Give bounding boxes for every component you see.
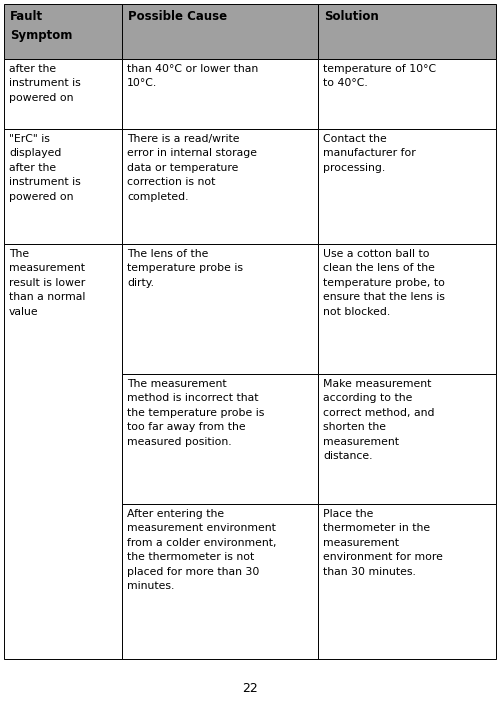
Bar bbox=[318, 244, 496, 374]
Text: Possible Cause: Possible Cause bbox=[128, 10, 227, 23]
Text: The
measurement
result is lower
than a normal
value: The measurement result is lower than a n… bbox=[9, 249, 86, 317]
Text: Use a cotton ball to
clean the lens of the
temperature probe, to
ensure that the: Use a cotton ball to clean the lens of t… bbox=[323, 249, 445, 317]
Bar bbox=[122, 4, 318, 59]
Bar bbox=[4, 4, 122, 59]
Bar bbox=[122, 374, 318, 504]
Text: 22: 22 bbox=[242, 682, 258, 694]
Bar bbox=[318, 374, 496, 504]
Bar bbox=[122, 504, 318, 659]
Text: Fault
Symptom: Fault Symptom bbox=[10, 10, 72, 41]
Text: The lens of the
temperature probe is
dirty.: The lens of the temperature probe is dir… bbox=[127, 249, 243, 288]
Bar bbox=[4, 59, 122, 129]
Bar bbox=[318, 59, 496, 129]
Text: temperature of 10°C
to 40°C.: temperature of 10°C to 40°C. bbox=[323, 64, 436, 89]
Text: Place the
thermometer in the
measurement
environment for more
than 30 minutes.: Place the thermometer in the measurement… bbox=[323, 509, 443, 577]
Bar bbox=[4, 244, 122, 659]
Text: Contact the
manufacturer for
processing.: Contact the manufacturer for processing. bbox=[323, 134, 416, 173]
Text: than 40°C or lower than
10°C.: than 40°C or lower than 10°C. bbox=[127, 64, 258, 89]
Bar bbox=[318, 504, 496, 659]
Text: after the
instrument is
powered on: after the instrument is powered on bbox=[9, 64, 81, 103]
Text: "ErC" is
displayed
after the
instrument is
powered on: "ErC" is displayed after the instrument … bbox=[9, 134, 81, 202]
Text: Solution: Solution bbox=[324, 10, 379, 23]
Bar bbox=[318, 129, 496, 244]
Bar bbox=[122, 59, 318, 129]
Bar bbox=[122, 244, 318, 374]
Text: The measurement
method is incorrect that
the temperature probe is
too far away f: The measurement method is incorrect that… bbox=[127, 379, 264, 447]
Bar bbox=[318, 4, 496, 59]
Bar bbox=[4, 129, 122, 244]
Text: Make measurement
according to the
correct method, and
shorten the
measurement
di: Make measurement according to the correc… bbox=[323, 379, 434, 461]
Text: After entering the
measurement environment
from a colder environment,
the thermo: After entering the measurement environme… bbox=[127, 509, 276, 591]
Bar bbox=[122, 129, 318, 244]
Text: There is a read/write
error in internal storage
data or temperature
correction i: There is a read/write error in internal … bbox=[127, 134, 257, 202]
